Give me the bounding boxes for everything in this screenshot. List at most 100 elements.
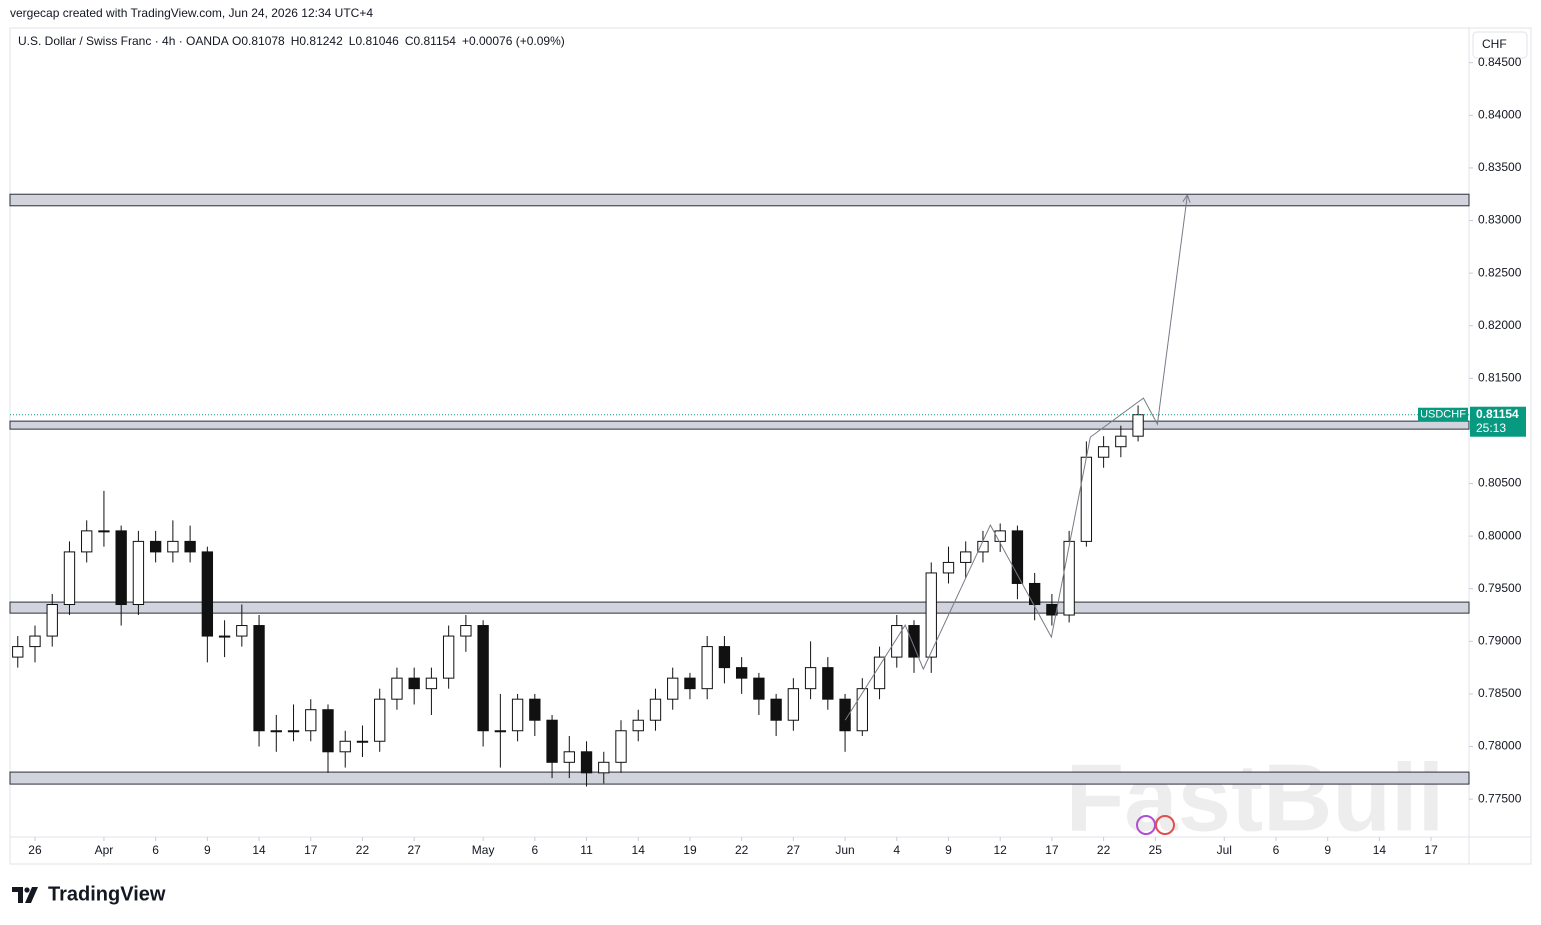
candle-body <box>391 677 403 700</box>
x-tick-label: 17 <box>1045 843 1059 857</box>
candle-body <box>201 551 214 637</box>
x-tick-label: 9 <box>204 843 211 857</box>
candle-body <box>81 530 93 553</box>
candle-body <box>753 677 765 700</box>
y-tick-label: 0.78500 <box>1478 686 1522 700</box>
symbol-tag <box>1418 407 1468 422</box>
currency-box[interactable] <box>1472 31 1528 59</box>
candle-body <box>615 730 627 763</box>
brand-logo <box>12 887 38 903</box>
candle-body <box>735 667 748 679</box>
x-tick-label: 19 <box>683 843 697 857</box>
candle-body <box>374 698 386 742</box>
watermark: FastBull <box>1066 744 1445 851</box>
candle-body <box>218 635 231 638</box>
x-tick-label: 17 <box>304 843 318 857</box>
ohlc-value: O0.81078 <box>232 34 285 48</box>
x-tick-label: Jul <box>1217 843 1232 857</box>
candle-body <box>649 698 662 721</box>
zone <box>9 193 1470 207</box>
candle-body <box>787 688 800 721</box>
y-tick-label: 0.84000 <box>1478 107 1522 121</box>
x-tick-label: 6 <box>531 843 538 857</box>
ohlc-value: C0.81154 <box>405 34 456 48</box>
candle-body <box>822 667 834 700</box>
x-tick-label: 6 <box>1273 843 1280 857</box>
candle-body <box>184 540 196 553</box>
ohlc-value: H0.81242 <box>291 34 343 48</box>
candle-body <box>442 635 455 679</box>
y-tick-label: 0.78000 <box>1478 739 1522 753</box>
watermark-icon <box>1155 815 1175 835</box>
x-tick-label: 27 <box>407 843 421 857</box>
y-tick-label: 0.81500 <box>1478 370 1522 384</box>
candle-body <box>977 540 989 553</box>
y-tick-label: 0.84500 <box>1478 55 1522 69</box>
x-tick-label: 14 <box>632 843 646 857</box>
y-tick-label: 0.83500 <box>1478 160 1522 174</box>
candle-body <box>580 751 593 774</box>
x-tick-label: 14 <box>1373 843 1387 857</box>
candle-body <box>46 604 58 637</box>
candle-body <box>632 719 644 732</box>
zone <box>9 771 1470 785</box>
pane-frame <box>9 27 1532 865</box>
x-tick-label: 27 <box>787 843 801 857</box>
x-tick-label: Jun <box>835 843 854 857</box>
candle-body <box>770 698 782 721</box>
candle-body <box>960 551 972 563</box>
candle-body <box>511 698 524 732</box>
currency[interactable]: CHF <box>1482 37 1507 51</box>
candle-body <box>942 561 955 574</box>
candle-body <box>270 730 282 733</box>
projection-line <box>844 194 1188 721</box>
candle-body <box>425 677 438 690</box>
candle-body <box>701 646 713 690</box>
y-tick-label: 0.80000 <box>1478 528 1522 542</box>
zone <box>9 420 1470 430</box>
candle-body <box>356 740 369 743</box>
candle-body <box>1028 582 1041 606</box>
x-tick-label: 6 <box>152 843 159 857</box>
x-tick-label: 25 <box>1149 843 1163 857</box>
x-tick-label: 22 <box>1097 843 1111 857</box>
candle-body <box>236 625 248 637</box>
x-tick-label: 12 <box>994 843 1008 857</box>
candle-body <box>63 551 76 606</box>
x-tick-label: 22 <box>356 843 370 857</box>
y-tick-label: 0.77500 <box>1478 791 1522 805</box>
candle-body <box>287 730 300 733</box>
candle-body <box>563 751 575 763</box>
projection-arrowhead <box>1182 193 1191 203</box>
x-tick-label: May <box>472 843 495 857</box>
brand: TradingView <box>48 883 166 905</box>
x-tick-label: 22 <box>735 843 749 857</box>
candle-body <box>494 730 507 733</box>
x-tick-label: 9 <box>945 843 952 857</box>
plot <box>9 193 1470 787</box>
candle-body <box>718 646 731 669</box>
y-tick-label: 0.79500 <box>1478 581 1522 595</box>
candle-body <box>322 709 334 753</box>
candle-body <box>1115 435 1127 448</box>
logo-dot <box>24 887 30 893</box>
candle-body <box>115 530 127 606</box>
candle-body <box>149 540 162 553</box>
logo-mark <box>12 887 38 903</box>
candle-body <box>546 719 558 763</box>
candle-body <box>598 761 610 774</box>
candle-body <box>167 540 179 553</box>
byline: vergecap created with TradingView.com, J… <box>10 6 373 20</box>
last-price-label: 0.81154 <box>1476 407 1519 421</box>
candle-body <box>839 698 851 732</box>
candle-body <box>460 625 472 637</box>
x-tick-label: 26 <box>28 843 42 857</box>
candle-body <box>891 625 903 658</box>
candle-body <box>1097 446 1110 458</box>
candle-body <box>925 572 937 658</box>
y-tick-label: 0.83000 <box>1478 213 1522 227</box>
candle-body <box>132 540 145 606</box>
price-tag <box>1470 406 1526 437</box>
